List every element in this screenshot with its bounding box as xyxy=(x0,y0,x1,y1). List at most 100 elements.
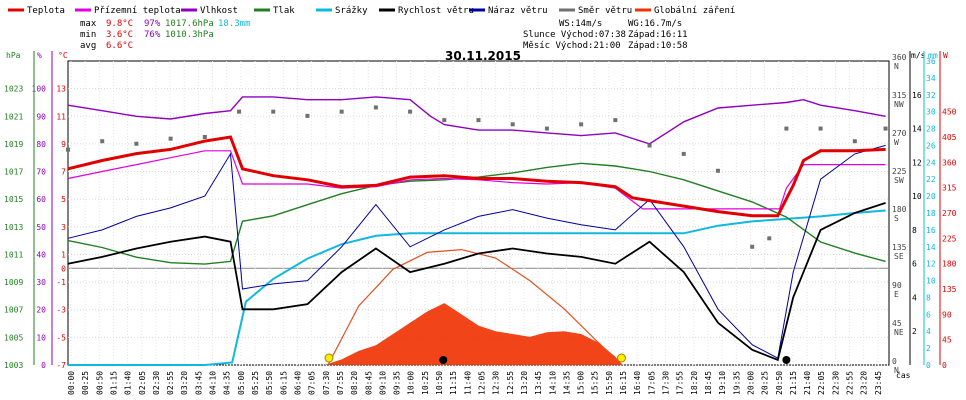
dir-tick-label: SE xyxy=(894,252,904,261)
wind-dir-point xyxy=(544,126,549,131)
plot-grid xyxy=(67,60,890,366)
x-tick-label: 16:40 xyxy=(633,371,642,395)
stat-max-press: 1017.6hPa xyxy=(165,19,214,29)
axes: -7-5-3-113579111301003100510071009101110… xyxy=(4,51,957,375)
wind-dir-point xyxy=(202,135,207,139)
wind-dir-point xyxy=(883,126,888,131)
temperature-line xyxy=(67,135,886,218)
wind-dir-point xyxy=(681,151,686,156)
dir-tick-deg: 315 xyxy=(892,91,907,100)
legend-label: Globální záření xyxy=(654,6,735,16)
x-tick-label: 09:35 xyxy=(393,371,402,395)
dir-tick-deg: 90 xyxy=(892,281,902,290)
x-tick-label: 10:25 xyxy=(421,371,430,395)
w-tick-label: 270 xyxy=(942,209,957,218)
hpa-tick-label: 1003 xyxy=(4,361,23,370)
w-tick-label: 0 xyxy=(942,361,947,370)
legend-label: Tlak xyxy=(273,6,295,16)
hum-tick-label: 60 xyxy=(36,195,46,204)
x-tick-label: 16:15 xyxy=(619,371,628,395)
hpa-tick-label: 1015 xyxy=(4,195,23,204)
chart-title: 30.11.2015 xyxy=(445,49,521,63)
hpa-tick-label: 1007 xyxy=(4,306,23,315)
info-moonrise: Měsíc Východ:21:00 xyxy=(523,41,621,51)
legend-label: Rychlost větru xyxy=(398,6,474,16)
wind-dir-point xyxy=(476,118,481,123)
legend-label: Náraz větru xyxy=(488,6,548,16)
wind-dir-point xyxy=(442,118,447,123)
unit-w: W xyxy=(943,51,948,60)
x-tick-label: 17:30 xyxy=(662,371,671,395)
dir-tick-deg: 180 xyxy=(892,205,907,214)
mm-tick-label: 4 xyxy=(926,327,931,336)
w-tick-label: 405 xyxy=(942,133,957,142)
wind-gust-line xyxy=(67,144,886,359)
x-tick-label: 15:00 xyxy=(577,371,586,395)
ms-tick-label: 8 xyxy=(912,226,917,235)
unit-pct: % xyxy=(37,51,42,60)
info-sunrise: Slunce Východ:07:38 xyxy=(523,30,626,40)
wind-dir-point xyxy=(613,118,618,123)
sunset-marker xyxy=(616,353,626,363)
legend-label: Směr větru xyxy=(578,6,632,16)
wind-dir-point xyxy=(66,147,70,152)
w-tick-label: 45 xyxy=(942,336,952,345)
wind-dir-point xyxy=(579,122,584,127)
temp-tick-label: 3 xyxy=(61,223,66,232)
hpa-tick-label: 1011 xyxy=(4,250,23,259)
unit-time: čas xyxy=(896,370,911,380)
x-tick-label: 01:40 xyxy=(124,371,133,395)
moonset-marker xyxy=(439,356,448,364)
hpa-tick-label: 1021 xyxy=(4,112,23,121)
unit-hpa: hPa xyxy=(6,51,21,60)
w-tick-label: 90 xyxy=(942,310,952,319)
w-tick-label: 180 xyxy=(942,260,957,269)
legend-label: Vlhkost xyxy=(200,6,238,16)
hum-tick-label: 80 xyxy=(36,140,46,149)
wind-dir-point xyxy=(767,236,772,241)
dir-tick-label: W xyxy=(894,138,899,147)
w-tick-label: 360 xyxy=(942,158,957,167)
x-tick-label: 23:45 xyxy=(874,371,883,395)
mm-tick-label: 6 xyxy=(926,310,931,319)
x-tick-label: 22:55 xyxy=(846,371,855,395)
stat-min-press: 1010.3hPa xyxy=(165,30,214,40)
x-tick-label: 11:40 xyxy=(463,371,472,395)
mm-tick-label: 10 xyxy=(926,277,936,286)
x-tick-label: 03:45 xyxy=(194,371,203,395)
x-tick-label: 02:05 xyxy=(138,371,147,395)
x-tick-label: 00:50 xyxy=(95,371,104,395)
stat-avg-temp: 6.6°C xyxy=(106,41,133,51)
x-tick-label: 07:05 xyxy=(308,371,317,395)
dir-tick-label: NE xyxy=(894,328,904,337)
ms-tick-label: 10 xyxy=(912,192,922,201)
legend: Teplota Přízemní teplota Vlhkost Tlak Srážky… xyxy=(8,6,735,16)
x-tick-label: 13:20 xyxy=(520,371,529,395)
info-ws: WS:14m/s xyxy=(559,19,602,29)
x-tick-label: 06:15 xyxy=(279,371,288,395)
mm-tick-label: 16 xyxy=(926,226,936,235)
hpa-tick-label: 1013 xyxy=(4,223,23,232)
x-tick-label: 08:20 xyxy=(350,371,359,395)
sunrise-marker xyxy=(324,353,334,363)
stat-min-hum: 76% xyxy=(144,30,161,40)
dir-tick-label: SW xyxy=(894,176,904,185)
x-tick-label: 15:25 xyxy=(591,371,600,395)
irradiance-area xyxy=(324,303,623,365)
unit-mm: mm xyxy=(928,51,938,60)
wind-dir-point xyxy=(373,105,378,110)
ms-tick-label: 14 xyxy=(912,125,922,134)
dir-tick-label: NW xyxy=(894,100,904,109)
mm-tick-label: 26 xyxy=(926,141,936,150)
series-layer xyxy=(66,96,888,366)
hum-tick-label: 20 xyxy=(36,306,46,315)
hum-tick-label: 100 xyxy=(32,85,47,94)
x-tick-label: 21:40 xyxy=(803,371,812,395)
x-tick-label: 05:25 xyxy=(251,371,260,395)
x-tick-label: 12:30 xyxy=(492,371,501,395)
ms-tick-label: 2 xyxy=(912,327,917,336)
humidity-line xyxy=(67,96,886,145)
wind-dir-point xyxy=(271,109,276,114)
x-tick-label: 12:55 xyxy=(506,371,515,395)
wind-dir-point xyxy=(305,113,310,118)
